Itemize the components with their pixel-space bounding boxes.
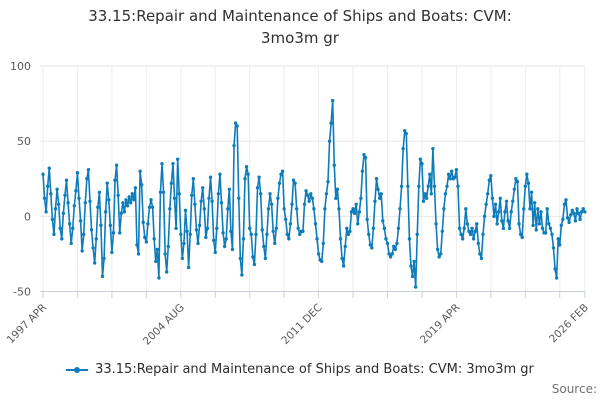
chart-title-line2: 3mo3m gr [261,28,339,47]
chart-title-line1: 33.15:Repair and Maintenance of Ships an… [88,7,512,25]
legend: 33.15:Repair and Maintenance of Ships an… [0,362,600,377]
svg-text:2004 AUG: 2004 AUG [141,302,187,348]
svg-text:100: 100 [10,60,31,73]
x-axis [40,291,586,298]
data-line [42,99,586,288]
vertical-gridlines [42,66,586,292]
chart-title: 33.15:Repair and Maintenance of Ships an… [0,6,600,50]
svg-text:-50: -50 [13,286,31,299]
svg-text:2011 DEC: 2011 DEC [279,302,324,347]
x-axis-labels: 1997 APR 2004 AUG 2011 DEC 2019 APR 2026 FEB [5,302,591,348]
svg-text:2026 FEB: 2026 FEB [547,302,591,346]
svg-text:2019 APR: 2019 APR [418,302,462,346]
svg-text:50: 50 [17,135,31,148]
y-axis-labels: 100 50 0 -50 [10,60,31,299]
svg-text:1997 APR: 1997 APR [5,302,49,346]
svg-text:0: 0 [24,210,31,223]
source-label: Source: [551,382,597,396]
legend-label: 33.15:Repair and Maintenance of Ships an… [95,362,534,377]
legend-line-marker-icon [66,366,89,373]
data-point-markers [41,98,587,289]
